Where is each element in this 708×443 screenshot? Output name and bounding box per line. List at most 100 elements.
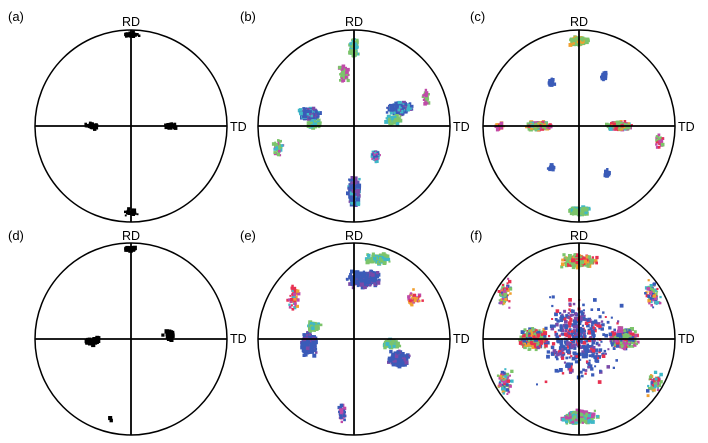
- orientation-point: [592, 326, 595, 330]
- orientation-point: [533, 332, 536, 335]
- orientation-point: [587, 262, 591, 265]
- orientation-point: [371, 257, 374, 260]
- orientation-point: [566, 339, 569, 343]
- orientation-point: [568, 370, 573, 374]
- orientation-point: [635, 342, 638, 346]
- orientation-point: [561, 356, 565, 360]
- orientation-point: [571, 258, 576, 263]
- orientation-point: [536, 383, 538, 386]
- orientation-point: [550, 345, 555, 350]
- orientation-point: [164, 329, 169, 334]
- orientation-point: [634, 339, 637, 343]
- orientation-point: [626, 335, 629, 339]
- orientation-point: [314, 351, 318, 354]
- orientation-point: [373, 152, 377, 155]
- orientation-point: [357, 186, 361, 190]
- orientation-point: [307, 118, 310, 121]
- orientation-point: [547, 81, 551, 85]
- orientation-point: [574, 420, 578, 424]
- orientation-point: [386, 257, 390, 262]
- orientation-point: [131, 30, 135, 34]
- orientation-point: [600, 75, 603, 79]
- orientation-point: [305, 334, 309, 337]
- orientation-point: [388, 359, 392, 363]
- orientation-point: [410, 104, 414, 108]
- orientation-point: [610, 316, 613, 319]
- orientation-point: [341, 64, 346, 69]
- orientation-point: [605, 122, 609, 127]
- orientation-point: [612, 366, 615, 369]
- orientation-point: [561, 332, 565, 336]
- orientation-point: [586, 332, 589, 335]
- orientation-point: [590, 308, 594, 311]
- orientation-point: [587, 255, 591, 259]
- orientation-point: [528, 329, 532, 333]
- orientation-point: [392, 112, 395, 116]
- orientation-point: [346, 67, 350, 72]
- orientation-point: [610, 340, 615, 345]
- orientation-point: [351, 190, 355, 193]
- orientation-point: [554, 330, 557, 334]
- orientation-point: [580, 335, 583, 338]
- orientation-point: [373, 153, 376, 156]
- orientation-point: [592, 346, 596, 350]
- orientation-point: [556, 319, 560, 323]
- orientation-point: [581, 350, 585, 354]
- orientation-point: [531, 345, 536, 349]
- orientation-point: [310, 350, 314, 354]
- orientation-point: [587, 418, 591, 422]
- orientation-point: [548, 123, 552, 127]
- orientation-point: [617, 333, 621, 336]
- orientation-point: [309, 340, 312, 343]
- orientation-point: [587, 366, 590, 369]
- orientation-point: [368, 281, 373, 286]
- orientation-point: [350, 279, 354, 283]
- orientation-point: [615, 359, 618, 362]
- orientation-point: [569, 313, 573, 317]
- orientation-point: [305, 346, 310, 351]
- orientation-point: [393, 111, 396, 114]
- orientation-point: [534, 338, 538, 342]
- orientation-point: [356, 189, 361, 194]
- orientation-point: [575, 343, 579, 346]
- orientation-point: [582, 368, 585, 372]
- orientation-point: [587, 412, 591, 415]
- orientation-point: [622, 347, 626, 351]
- orientation-point: [388, 260, 391, 263]
- orientation-point: [566, 364, 571, 369]
- orientation-point: [634, 330, 637, 333]
- orientation-point: [339, 79, 342, 82]
- orientation-point: [403, 354, 408, 359]
- orientation-point: [373, 277, 378, 282]
- orientation-point: [579, 326, 583, 330]
- orientation-point: [526, 331, 529, 334]
- orientation-point: [392, 344, 396, 348]
- orientation-point: [589, 327, 593, 331]
- orientation-point: [566, 416, 570, 420]
- orientation-point: [169, 333, 174, 337]
- orientation-point: [414, 298, 417, 302]
- orientation-point: [370, 269, 374, 273]
- orientation-point: [536, 333, 540, 337]
- orientation-point: [342, 406, 347, 411]
- orientation-point: [660, 142, 665, 147]
- orientation-point: [348, 275, 353, 280]
- orientation-point: [426, 102, 429, 105]
- orientation-point: [355, 192, 360, 196]
- orientation-point: [530, 334, 534, 338]
- orientation-point: [108, 416, 113, 421]
- orientation-point: [355, 272, 360, 277]
- orientation-point: [569, 419, 572, 422]
- orientation-point: [388, 120, 391, 123]
- orientation-point: [341, 71, 345, 76]
- orientation-point: [592, 334, 596, 338]
- orientation-point: [361, 275, 365, 279]
- orientation-point: [572, 343, 576, 347]
- orientation-point: [396, 118, 399, 121]
- orientation-point: [568, 325, 571, 328]
- orientation-point: [634, 334, 638, 338]
- orientation-point: [590, 367, 594, 371]
- orientation-point: [311, 335, 315, 339]
- pole-figure-e: (e) RD TD: [240, 228, 470, 436]
